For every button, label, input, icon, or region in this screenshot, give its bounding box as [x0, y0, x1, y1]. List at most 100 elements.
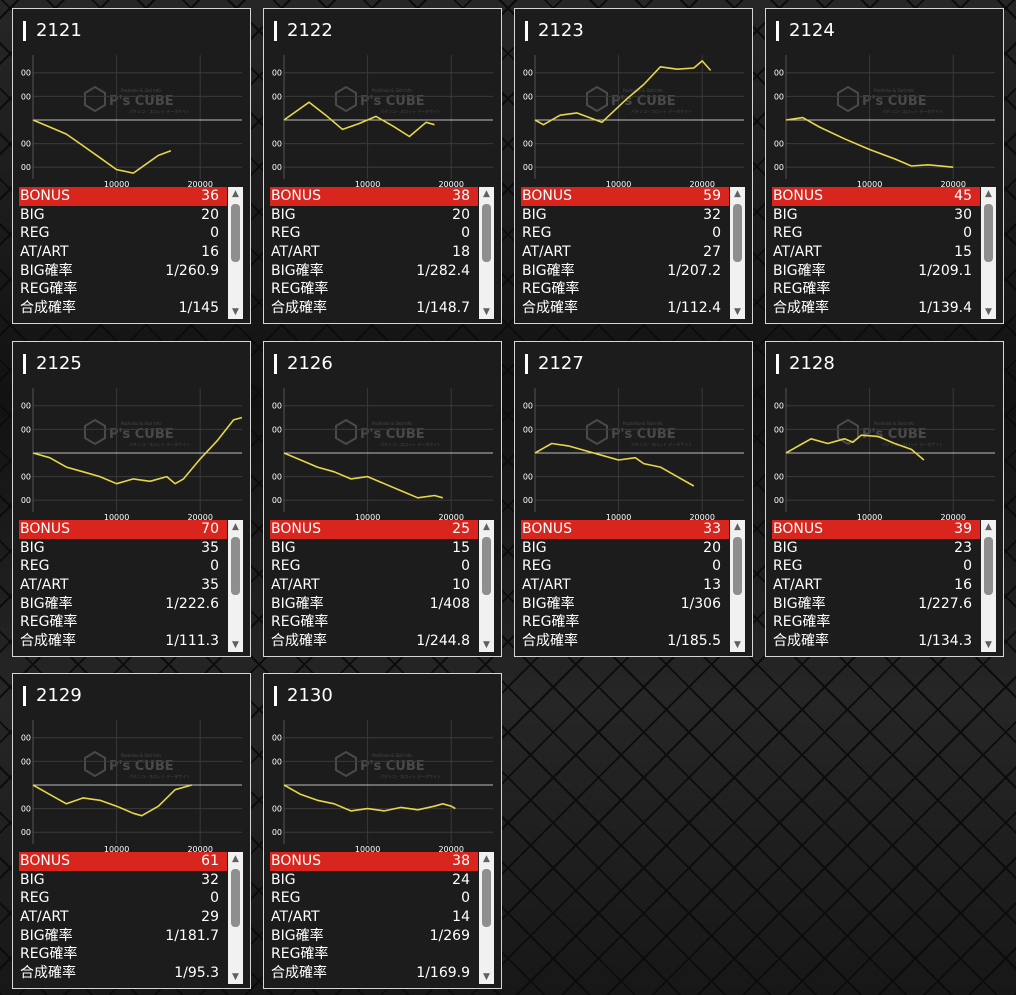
machine-card-2121[interactable]: 2121 P's CUBE Pachinko & Slot Info パチンコ・スロ… [12, 8, 251, 324]
scroll-thumb[interactable] [984, 204, 993, 262]
scroll-down-icon[interactable]: ▼ [483, 972, 490, 982]
stats-scrollbar[interactable]: ▲ ▼ [228, 520, 243, 652]
machine-card-2122[interactable]: 2122 P's CUBE Pachinko & Slot Info パチンコ・スロ… [263, 8, 502, 324]
cube-icon [84, 750, 106, 778]
big-value: 24 [452, 871, 470, 888]
machine-number: 2124 [776, 21, 835, 41]
machine-number: 2123 [525, 21, 584, 41]
watermark-sub-bottom: パチンコ・スロット データサイト [129, 441, 190, 447]
stats-scrollbar[interactable]: ▲ ▼ [479, 187, 494, 319]
total-rate-value: 1/112.4 [667, 300, 721, 317]
big-rate-value: 1/209.1 [918, 262, 972, 279]
x-tick-label: 20000 [187, 845, 212, 854]
scroll-up-icon[interactable]: ▲ [985, 522, 992, 532]
machine-card-2127[interactable]: 2127 P's CUBE Pachinko & Slot Info パチンコ・スロ… [514, 341, 753, 657]
total-rate-row: 合成確率 1/111.3 [19, 632, 227, 651]
scroll-down-icon[interactable]: ▼ [232, 307, 239, 317]
y-tick-label: -2000 [21, 473, 31, 482]
big-rate-label: BIG確率 [20, 927, 73, 944]
scroll-down-icon[interactable]: ▼ [232, 640, 239, 650]
reg-rate-row: REG確率 [19, 945, 227, 964]
y-tick-label: 2000 [774, 92, 784, 101]
reg-row: REG 0 [19, 889, 227, 908]
scroll-up-icon[interactable]: ▲ [734, 522, 741, 532]
scroll-down-icon[interactable]: ▼ [734, 307, 741, 317]
reg-row: REG 0 [521, 557, 729, 576]
machine-card-2128[interactable]: 2128 P's CUBE Pachinko & Slot Info パチンコ・スロ… [765, 341, 1004, 657]
y-tick-label: 4000 [21, 734, 31, 743]
scroll-up-icon[interactable]: ▲ [483, 189, 490, 199]
total-rate-row: 合成確率 1/148.7 [270, 299, 478, 318]
scroll-thumb[interactable] [482, 204, 491, 262]
bonus-row: BONUS 45 [772, 187, 980, 206]
machine-card-2126[interactable]: 2126 P's CUBE Pachinko & Slot Info パチンコ・スロ… [263, 341, 502, 657]
reg-row: REG 0 [19, 224, 227, 243]
scroll-thumb[interactable] [984, 537, 993, 595]
scroll-up-icon[interactable]: ▲ [985, 189, 992, 199]
stats-scrollbar[interactable]: ▲ ▼ [981, 520, 996, 652]
scroll-thumb[interactable] [733, 537, 742, 595]
scroll-thumb[interactable] [231, 204, 240, 262]
big-value: 30 [954, 206, 972, 223]
bonus-label: BONUS [271, 521, 321, 537]
payout-line [785, 434, 925, 461]
scroll-thumb[interactable] [231, 869, 240, 927]
payout-line [534, 442, 695, 487]
reg-row: REG 0 [270, 224, 478, 243]
scroll-down-icon[interactable]: ▼ [483, 307, 490, 317]
stats-scrollbar[interactable]: ▲ ▼ [228, 852, 243, 984]
payout-line [32, 416, 242, 485]
reg-label: REG [271, 558, 301, 575]
payout-line [32, 119, 172, 174]
scroll-up-icon[interactable]: ▲ [734, 189, 741, 199]
stats-scrollbar[interactable]: ▲ ▼ [479, 852, 494, 984]
x-tick-label: 20000 [689, 513, 714, 522]
y-tick-label: 4000 [21, 69, 31, 78]
at-label: AT/ART [773, 577, 822, 594]
scroll-up-icon[interactable]: ▲ [483, 522, 490, 532]
total-rate-value: 1/139.4 [918, 300, 972, 317]
scroll-thumb[interactable] [733, 204, 742, 262]
x-tick-label: 20000 [438, 180, 463, 189]
big-row: BIG 30 [772, 206, 980, 225]
scroll-down-icon[interactable]: ▼ [985, 640, 992, 650]
big-rate-value: 1/222.6 [165, 595, 219, 612]
machine-card-2124[interactable]: 2124 P's CUBE Pachinko & Slot Info パチンコ・スロ… [765, 8, 1004, 324]
scroll-down-icon[interactable]: ▼ [483, 640, 490, 650]
watermark-sub-bottom: パチンコ・スロット データサイト [631, 108, 692, 114]
stats-scrollbar[interactable]: ▲ ▼ [730, 187, 745, 319]
y-tick-label: -4000 [272, 828, 282, 837]
stats-scrollbar[interactable]: ▲ ▼ [730, 520, 745, 652]
machine-card-2129[interactable]: 2129 P's CUBE Pachinko & Slot Info パチンコ・スロ… [12, 673, 251, 989]
scroll-up-icon[interactable]: ▲ [232, 189, 239, 199]
scroll-up-icon[interactable]: ▲ [232, 854, 239, 864]
scroll-thumb[interactable] [482, 537, 491, 595]
machine-card-2130[interactable]: 2130 P's CUBE Pachinko & Slot Info パチンコ・スロ… [263, 673, 502, 989]
machine-card-2125[interactable]: 2125 P's CUBE Pachinko & Slot Info パチンコ・スロ… [12, 341, 251, 657]
machine-card-2123[interactable]: 2123 P's CUBE Pachinko & Slot Info パチンコ・スロ… [514, 8, 753, 324]
stats-scrollbar[interactable]: ▲ ▼ [981, 187, 996, 319]
stats-scrollbar[interactable]: ▲ ▼ [228, 187, 243, 319]
scroll-up-icon[interactable]: ▲ [483, 854, 490, 864]
total-rate-label: 合成確率 [522, 300, 578, 317]
at-row: AT/ART 10 [270, 576, 478, 595]
big-rate-label: BIG確率 [522, 262, 575, 279]
scroll-down-icon[interactable]: ▼ [232, 972, 239, 982]
reg-rate-row: REG確率 [521, 280, 729, 299]
scroll-down-icon[interactable]: ▼ [985, 307, 992, 317]
scroll-down-icon[interactable]: ▼ [734, 640, 741, 650]
payout-line [32, 784, 193, 817]
reg-value: 0 [963, 558, 972, 575]
scroll-thumb[interactable] [231, 537, 240, 595]
scroll-thumb[interactable] [482, 869, 491, 927]
scroll-up-icon[interactable]: ▲ [232, 522, 239, 532]
at-row: AT/ART 35 [19, 576, 227, 595]
watermark-brand: P's CUBE [360, 759, 425, 774]
stats-scrollbar[interactable]: ▲ ▼ [479, 520, 494, 652]
big-rate-value: 1/260.9 [165, 262, 219, 279]
